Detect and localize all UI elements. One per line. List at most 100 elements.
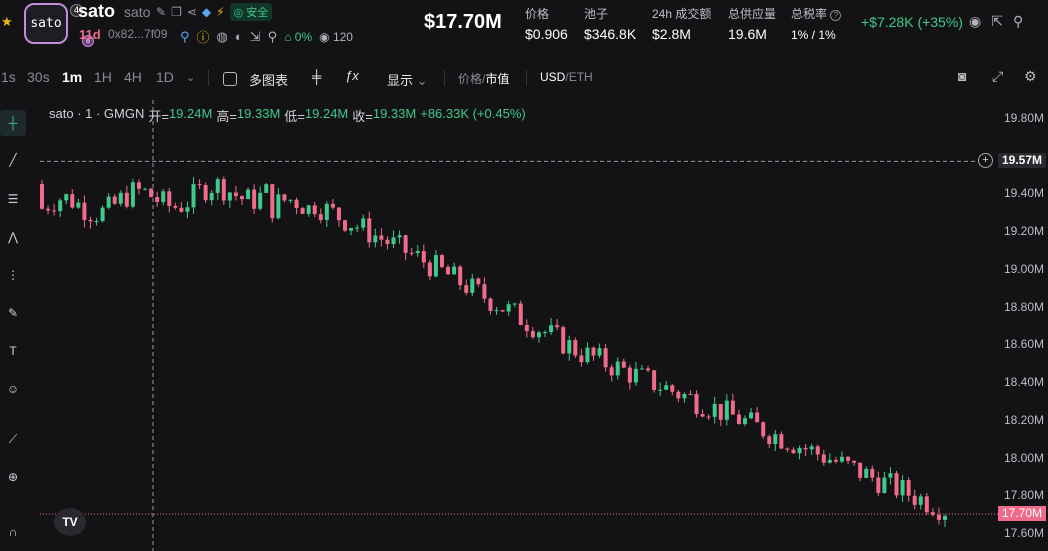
gear-icon[interactable]: ⚙	[1024, 68, 1037, 84]
share-icon[interactable]: ⋖	[186, 5, 197, 19]
help-icon[interactable]: ?	[830, 10, 842, 21]
token-actions: ✎ ❐ ⋖ ◆ ⚡ ◎ 安全	[156, 3, 273, 21]
pin-icon[interactable]: ⚲	[1012, 13, 1024, 29]
y-tick-label: 17.80M	[1004, 488, 1045, 503]
camera-icon[interactable]: ◙	[958, 68, 967, 84]
interval-4h[interactable]: 4H	[124, 69, 142, 85]
star-icon[interactable]: ★	[1, 14, 13, 29]
token-address[interactable]: 0x82...7f09	[108, 27, 168, 41]
mcap-option[interactable]: 市值	[485, 72, 510, 86]
y-tick-label: 17.60M	[1004, 526, 1045, 540]
copy-icon[interactable]: ❐	[171, 5, 182, 19]
lightning-icon[interactable]: ⚡	[216, 5, 225, 19]
multi-chart-checkbox[interactable]	[223, 72, 237, 86]
display-menu[interactable]: 显示 ⌄	[387, 70, 428, 89]
price-option[interactable]: 价格	[458, 72, 483, 86]
candle-body	[76, 202, 81, 208]
chevron-down-icon[interactable]: ⌄	[186, 72, 196, 84]
indicator-icon[interactable]: ƒx	[345, 68, 359, 83]
candle-body	[482, 284, 487, 299]
stat-price: 价格 $0.906	[525, 5, 568, 42]
candle-body	[609, 367, 614, 376]
header-actions: ◉ ⇱ ⚲	[969, 13, 1023, 30]
ohlc-legend: sato · 1 · GMGN 开= 19.24M 高= 19.33M 低= 19.2…	[49, 106, 526, 125]
horizontal-lines-icon[interactable]: ☰	[7, 192, 19, 206]
stat-pool: 池子 $346.8K	[584, 5, 636, 42]
holders-pct-value: 0%	[294, 29, 313, 44]
ruler-icon[interactable]: ⟋	[8, 431, 18, 446]
candle-body	[246, 189, 251, 200]
divider	[444, 70, 445, 86]
usd-option[interactable]: USD	[540, 70, 566, 84]
user-icon[interactable]: ⚲	[180, 28, 190, 44]
globe-icon[interactable]: ◍	[216, 28, 228, 44]
candle-body	[276, 194, 281, 219]
candle-body	[518, 303, 523, 325]
candle-body	[761, 422, 766, 437]
legend-title: sato · 1 · GMGN	[49, 106, 145, 121]
text-icon[interactable]: T	[9, 344, 17, 358]
fullscreen-icon[interactable]: ⤢	[992, 68, 1004, 84]
trendline-icon[interactable]: ╱	[9, 153, 17, 167]
chart-icon[interactable]: ◐	[234, 29, 243, 44]
brush-icon[interactable]: ✎	[7, 306, 19, 320]
candle-body	[888, 473, 893, 478]
candle-type-icon[interactable]: ╪	[312, 69, 322, 84]
y-tick-label: 18.40M	[1004, 375, 1045, 390]
candle-body	[88, 220, 93, 222]
stat-volume: 24h 成交额 $2.8M	[652, 5, 711, 42]
pattern-icon[interactable]: ⋀	[8, 230, 18, 244]
candle-body	[203, 185, 208, 201]
crosshair-icon[interactable]: ┼	[0, 110, 26, 136]
candlestick-chart[interactable]	[40, 100, 1048, 551]
candle-body	[409, 252, 414, 254]
price-axis[interactable]: 19.80M 19.40M 19.20M 19.00M 18.80M 18.60M 18.4…	[975, 100, 1048, 551]
zoom-in-icon[interactable]: ⊕	[7, 470, 19, 484]
candle-body	[803, 447, 808, 450]
stat-label: 价格	[525, 7, 550, 21]
interval-1m[interactable]: 1m	[62, 69, 83, 85]
edit-box-icon[interactable]: ⇲	[249, 28, 261, 44]
interval-1d[interactable]: 1D	[156, 69, 174, 85]
interval-1h[interactable]: 1H	[94, 69, 112, 85]
tradingview-logo[interactable]: TV	[54, 508, 86, 536]
candle-body	[476, 278, 481, 285]
eye-icon[interactable]: ◉	[969, 13, 982, 29]
fib-icon[interactable]: ⋮	[7, 268, 19, 282]
candle-body	[306, 205, 311, 214]
candle-body	[64, 194, 69, 201]
candle-body	[621, 361, 626, 368]
candle-body	[149, 188, 154, 198]
search-icon[interactable]: ⚲	[267, 28, 278, 44]
candle-body	[936, 514, 941, 520]
crosshair-price-tag: 19.57M	[998, 153, 1047, 168]
candle-body	[555, 325, 560, 328]
candle-body	[136, 182, 141, 189]
stat-label: 池子	[584, 7, 609, 21]
interval-1s[interactable]: 1s	[1, 69, 16, 85]
eth-option[interactable]: ETH	[568, 70, 593, 84]
interval-30s[interactable]: 30s	[27, 69, 50, 85]
candle-body	[155, 197, 160, 202]
emoji-icon[interactable]: ☺	[6, 382, 20, 396]
candle-body	[749, 412, 754, 419]
currency-toggle[interactable]: USD/ETH	[540, 70, 593, 84]
magnet-icon[interactable]: ∩	[8, 525, 18, 539]
add-alert-icon[interactable]: +	[978, 153, 993, 168]
external-link-icon[interactable]: ⇱	[991, 13, 1003, 29]
edit-icon[interactable]: ✎	[156, 5, 167, 19]
chat-icon[interactable]: ◆	[201, 5, 212, 19]
candle-body	[730, 400, 735, 415]
price-mcap-toggle[interactable]: 价格/市值	[458, 72, 510, 86]
stat-label: 总供应量	[728, 7, 777, 21]
candle-body	[100, 207, 105, 222]
candle-body	[809, 446, 814, 450]
candle-body	[433, 255, 438, 277]
candle-body	[415, 251, 420, 254]
multi-chart-label[interactable]: 多图表	[249, 73, 289, 88]
candle-body	[458, 266, 463, 286]
candle-body	[718, 403, 723, 420]
y-tick-label: 18.60M	[1004, 337, 1045, 352]
candle-body	[197, 184, 202, 186]
warning-icon[interactable]: ⓘ	[196, 30, 210, 45]
